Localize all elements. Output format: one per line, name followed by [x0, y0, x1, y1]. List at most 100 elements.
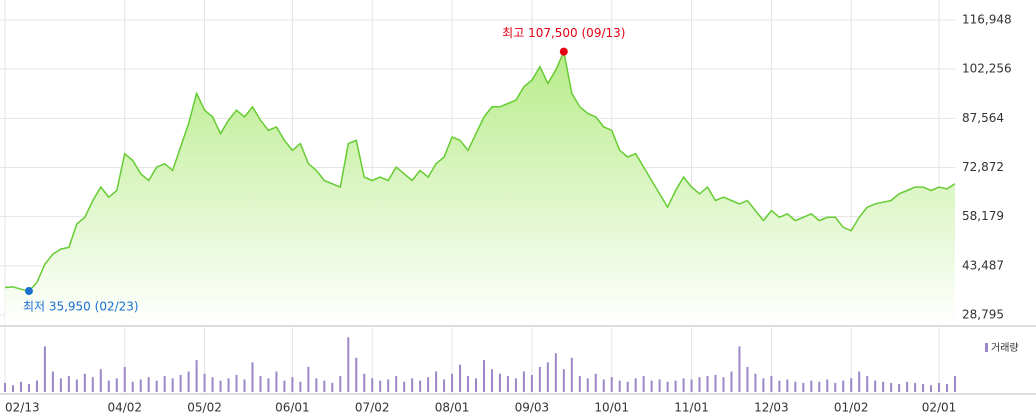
volume-bar [27, 384, 30, 392]
volume-bar [626, 381, 629, 392]
volume-bar [363, 373, 366, 392]
volume-bar [882, 381, 885, 392]
extreme-marker [559, 47, 568, 56]
x-tick-label: 02/01 [922, 401, 957, 415]
volume-bar [714, 374, 717, 392]
volume-bar [187, 371, 190, 392]
volume-bar [482, 360, 485, 392]
y-tick-label: 102,256 [962, 62, 1012, 76]
volume-bar [339, 376, 342, 392]
volume-bar [251, 362, 254, 392]
volume-bar [890, 382, 893, 392]
volume-bar [802, 382, 805, 392]
volume-bar [35, 380, 38, 392]
x-tick-label: 05/02 [187, 401, 222, 415]
volume-bar [506, 376, 509, 392]
x-tick-label: 04/02 [107, 401, 142, 415]
x-tick-label: 08/01 [435, 401, 470, 415]
x-tick-label: 12/03 [754, 401, 789, 415]
volume-bar [411, 378, 414, 392]
x-tick-label: 07/02 [355, 401, 390, 415]
volume-bar [922, 384, 925, 392]
volume-bar [371, 378, 374, 392]
volume-bar [754, 373, 757, 392]
volume-bar [642, 376, 645, 392]
volume-bar [387, 379, 390, 392]
y-tick-label: 58,179 [962, 209, 1004, 223]
volume-bar [770, 376, 773, 392]
volume-bar [107, 380, 110, 392]
volume-bar [443, 379, 446, 392]
x-tick-label: 09/03 [515, 401, 550, 415]
volume-bar [43, 346, 46, 392]
volume-bar [99, 369, 102, 392]
volume-bar [842, 380, 845, 392]
volume-bar [898, 384, 901, 392]
volume-bar [123, 366, 126, 392]
volume-bar [490, 369, 493, 392]
volume-bar [451, 373, 454, 392]
volume-bar [219, 380, 222, 392]
volume-bar [331, 382, 334, 392]
volume-bar [19, 381, 22, 392]
volume-bar [347, 337, 350, 392]
volume-bar [794, 381, 797, 392]
annotation: 최저 35,950 (02/23) [23, 300, 139, 314]
volume-bar [83, 373, 86, 392]
volume-bar [690, 379, 693, 392]
volume-bar [91, 377, 94, 392]
volume-bar [11, 385, 14, 392]
volume-bar [291, 377, 294, 392]
y-tick-label: 43,487 [962, 258, 1004, 272]
volume-bar [682, 378, 685, 392]
x-tick-label: 10/01 [594, 401, 629, 415]
volume-bar [954, 376, 956, 392]
volume-bar [530, 374, 533, 392]
volume-bar [179, 374, 182, 392]
volume-bar [874, 380, 877, 392]
volume-bar [762, 378, 765, 392]
volume-bar [243, 379, 246, 392]
y-tick-label: 28,795 [962, 308, 1004, 322]
volume-bar [594, 373, 597, 392]
x-tick-label: 01/02 [834, 401, 869, 415]
volume-bar [578, 376, 581, 392]
volume-bar [51, 371, 54, 392]
volume-bar [914, 382, 917, 392]
volume-bar [355, 357, 358, 392]
volume-bar [674, 380, 677, 392]
volume-bar [650, 380, 653, 392]
volume-bar [475, 378, 478, 392]
volume-bar [730, 371, 733, 392]
volume-bar [522, 371, 525, 392]
price-line [4, 49, 956, 292]
volume-bar [435, 371, 438, 392]
volume-bar [698, 377, 701, 392]
x-tick-label: 02/13 [5, 401, 40, 415]
volume-bar [738, 346, 741, 392]
volume-bar [834, 382, 837, 392]
volume-bar [195, 360, 198, 392]
volume-bar [275, 371, 278, 392]
volume-bar [746, 366, 749, 392]
volume-bar [666, 381, 669, 392]
volume-bar [139, 379, 142, 392]
volume-bar [59, 378, 62, 392]
volume-bar [299, 381, 302, 392]
volume-bar [115, 378, 118, 392]
volume-bar [570, 357, 573, 392]
x-tick-label: 11/01 [674, 401, 709, 415]
volume-bar [131, 381, 134, 392]
volume-bar [706, 376, 709, 392]
volume-bar [498, 373, 501, 392]
volume-bar [427, 377, 430, 392]
annotation: 최고 107,500 (09/13) [502, 26, 625, 40]
volume-bar [211, 377, 214, 392]
volume-bar [858, 371, 861, 392]
volume-bar [419, 380, 422, 392]
volume-bar [203, 373, 206, 392]
volume-bar [866, 376, 869, 392]
volume-bar [67, 376, 70, 392]
volume-bar [267, 378, 270, 392]
y-tick-label: 116,948 [962, 13, 1012, 27]
